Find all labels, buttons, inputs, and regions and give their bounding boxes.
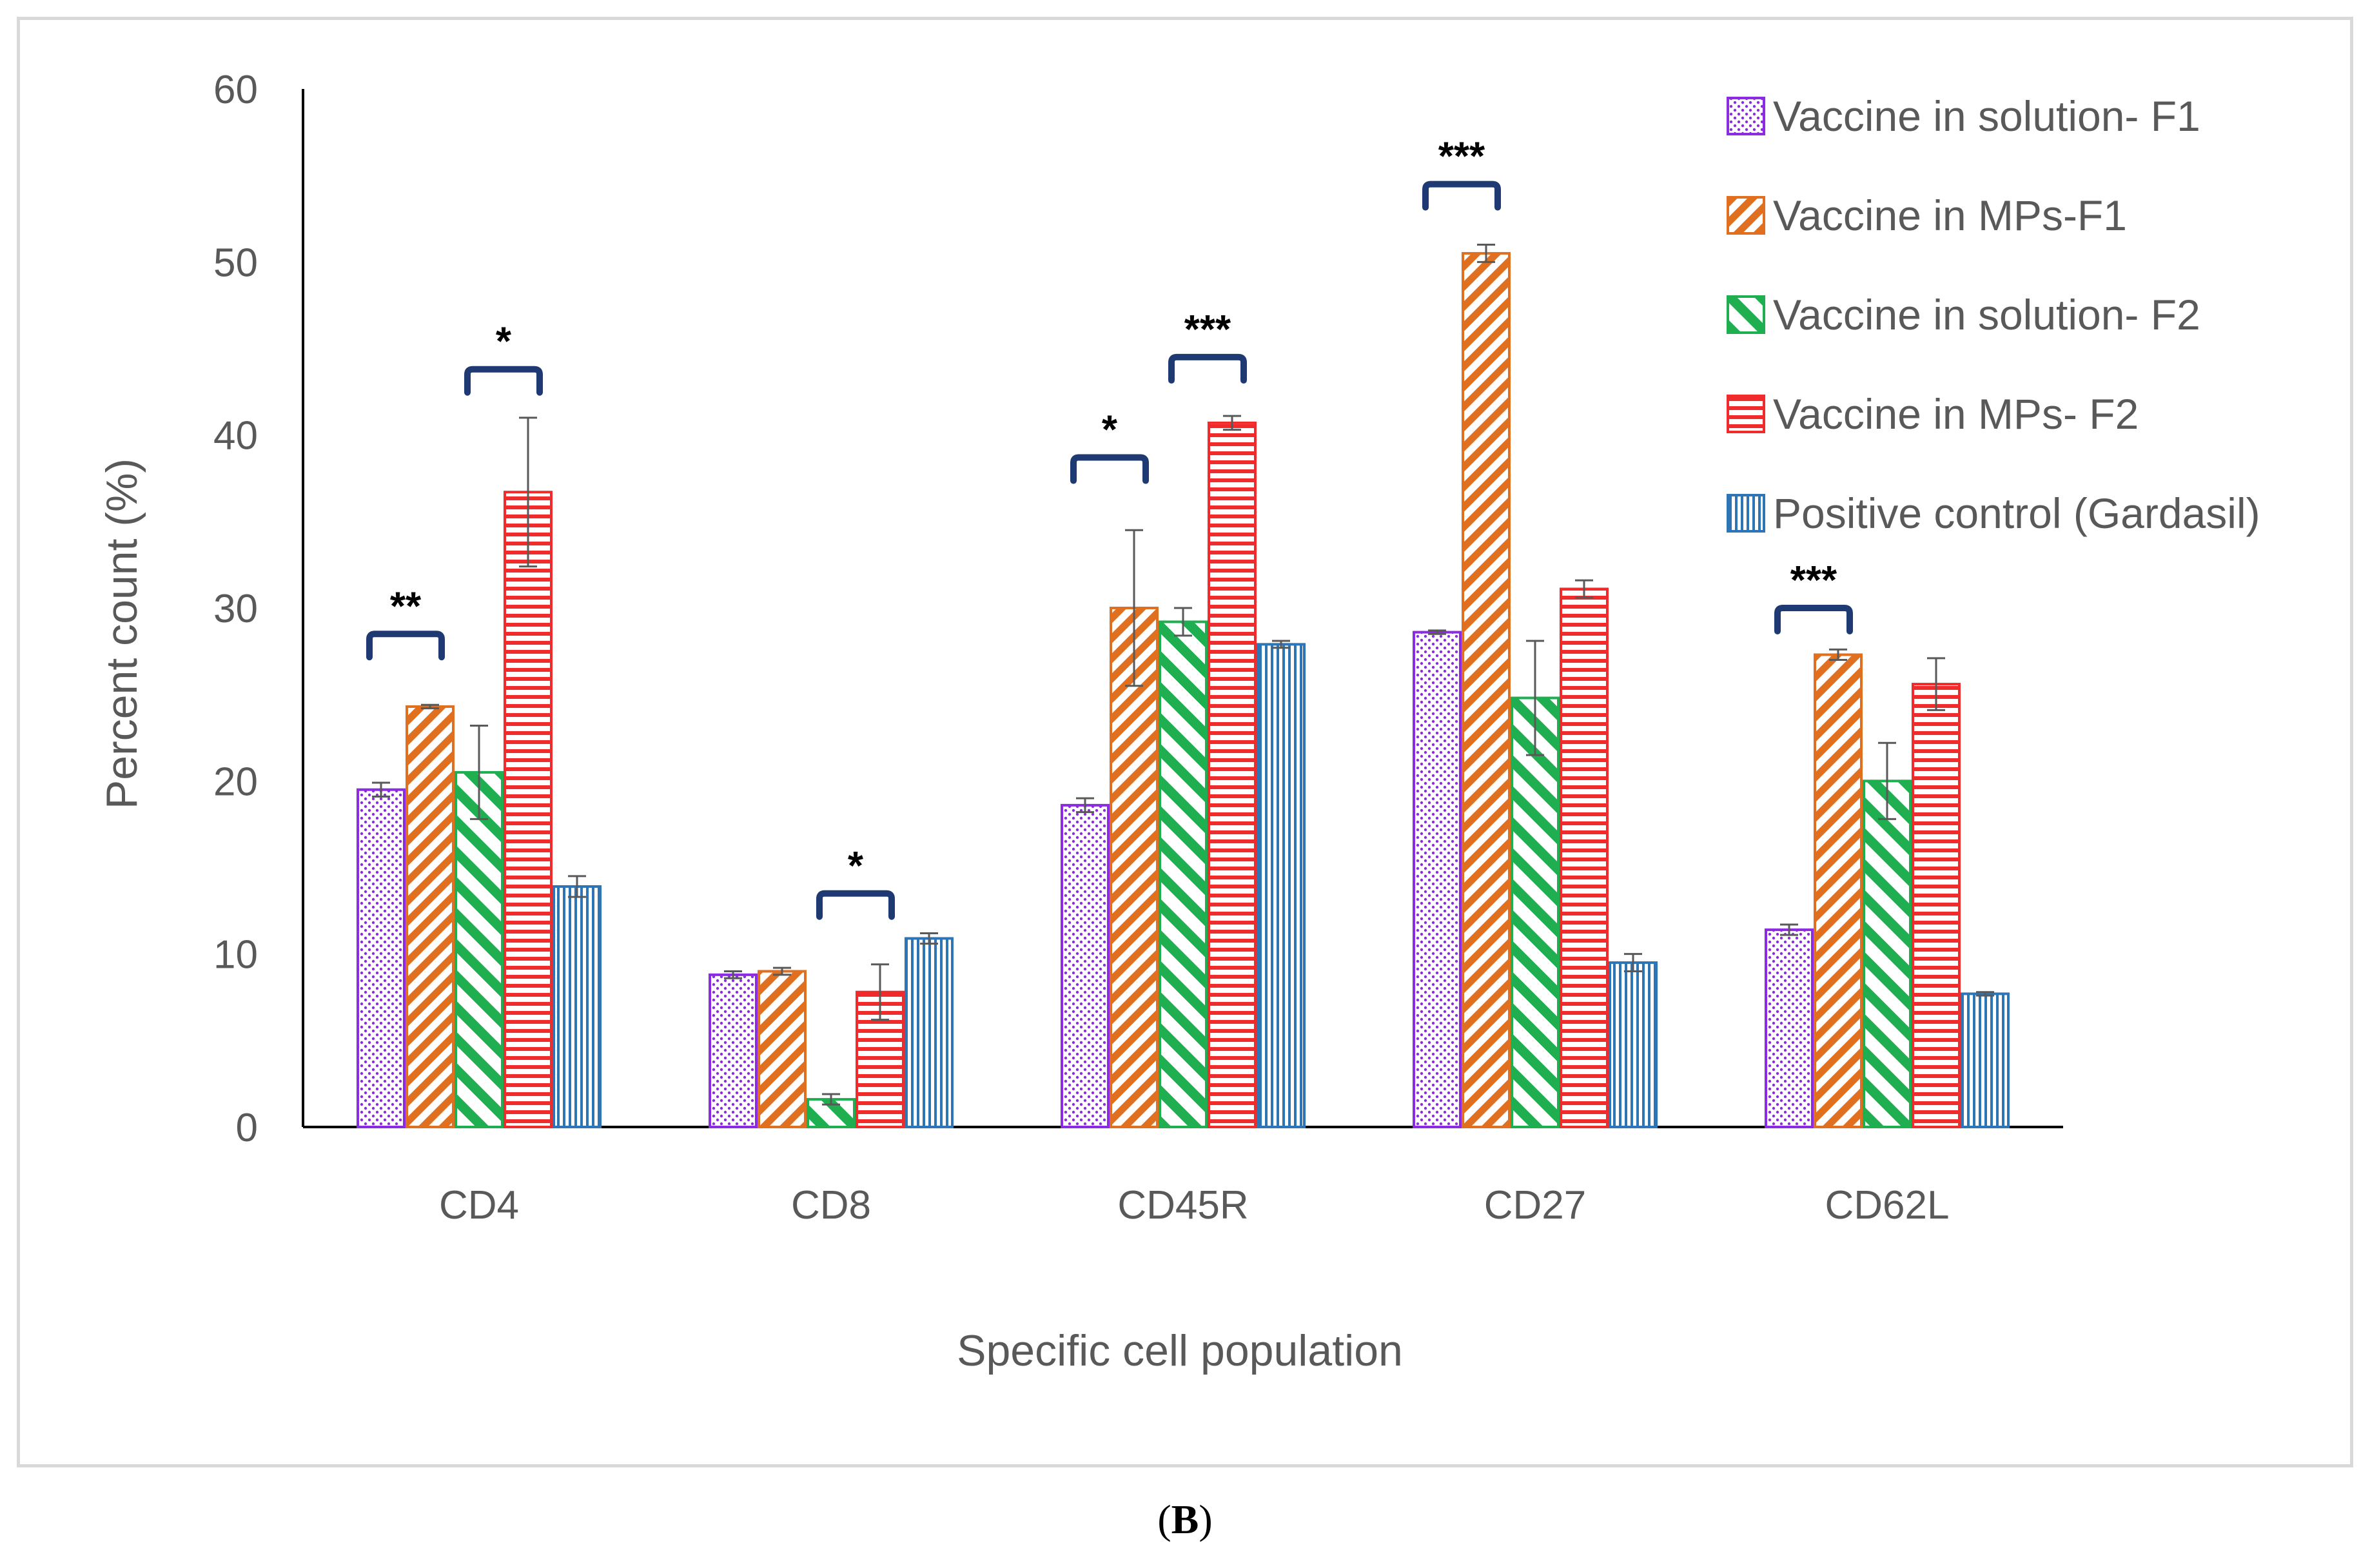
error-bar (1076, 797, 1094, 814)
bar (1061, 803, 1110, 1129)
bar (1511, 696, 1560, 1128)
y-tick-label: 0 (236, 1106, 258, 1150)
y-axis-title: Percent count (%) (97, 458, 146, 809)
bar (1961, 992, 2010, 1128)
y-tick-label: 40 (213, 414, 258, 458)
significance-bracket (366, 631, 445, 661)
bar (1609, 961, 1658, 1129)
bar (1257, 643, 1306, 1128)
error-bar (724, 970, 742, 979)
error-bar (1174, 607, 1192, 637)
panel-label: (B) (0, 1496, 2370, 1544)
significance-bracket (464, 366, 543, 396)
error-bar (920, 932, 938, 945)
legend-label: Vaccine in solution- F2 (1773, 291, 2200, 338)
y-tick-label: 10 (213, 933, 258, 977)
error-bar (1976, 991, 1994, 997)
error-bar (1526, 640, 1544, 756)
bar (1560, 587, 1609, 1128)
x-tick-label: CD27 (1484, 1183, 1587, 1228)
y-tick-label: 50 (213, 240, 258, 285)
bar (1863, 779, 1912, 1129)
legend-label: Positive control (Gardasil) (1773, 489, 2260, 537)
legend-item: Vaccine in solution- F1 (1727, 92, 2200, 140)
bar (455, 770, 504, 1128)
x-tick-label: CD45R (1117, 1183, 1248, 1228)
error-bar (568, 875, 586, 898)
bar (1765, 928, 1814, 1128)
error-bar (1575, 579, 1593, 599)
significance-bracket (1422, 181, 1501, 211)
legend-label: Vaccine in MPs- F2 (1773, 390, 2139, 438)
bar (406, 705, 455, 1128)
significance-label: ** (390, 584, 422, 629)
error-bar (519, 416, 537, 568)
error-bar (1878, 741, 1896, 820)
error-bar (470, 724, 488, 820)
error-bar (1428, 629, 1446, 635)
legend-item: Positive control (Gardasil) (1727, 489, 2260, 537)
bar (1462, 251, 1511, 1129)
error-bar (421, 703, 439, 710)
chart-frame (17, 17, 2353, 1467)
bar (1413, 631, 1462, 1128)
error-bar (1223, 415, 1241, 431)
error-bar (773, 966, 791, 976)
bar (709, 973, 758, 1129)
bar (504, 491, 553, 1128)
legend-label: Vaccine in solution- F1 (1773, 92, 2200, 140)
significance-label: *** (1790, 558, 1837, 603)
legend-item: Vaccine in MPs- F2 (1727, 390, 2139, 438)
error-bar (1125, 529, 1143, 687)
bar (553, 885, 602, 1129)
significance-bracket (1774, 605, 1853, 634)
significance-label: * (1102, 408, 1118, 453)
panel-label-close: ) (1199, 1496, 1213, 1542)
error-bar (871, 963, 889, 1021)
error-bar (1624, 953, 1642, 972)
error-bar (1477, 244, 1495, 263)
legend-swatch (1727, 295, 1765, 334)
x-tick-label: CD4 (439, 1183, 519, 1228)
bar (1159, 620, 1208, 1128)
error-bar (1272, 640, 1290, 649)
error-bar (1927, 657, 1945, 711)
panel-label-letter: B (1171, 1496, 1199, 1542)
y-tick-label: 20 (213, 760, 258, 804)
legend-label: Vaccine in MPs-F1 (1773, 191, 2127, 239)
significance-bracket (1168, 353, 1247, 384)
x-tick-label: CD8 (791, 1183, 871, 1228)
y-tick-label: 30 (213, 587, 258, 631)
significance-label: * (496, 320, 512, 364)
legend-item: Vaccine in MPs-F1 (1727, 191, 2127, 239)
panel-label-open: ( (1157, 1496, 1171, 1542)
legend-swatch (1727, 494, 1765, 533)
significance-label: *** (1184, 308, 1231, 352)
legend-swatch (1727, 97, 1765, 135)
legend-swatch (1727, 395, 1765, 433)
bar (905, 937, 954, 1129)
bar (357, 788, 406, 1128)
error-bar (1829, 648, 1847, 661)
bar (1814, 653, 1863, 1128)
error-bar (372, 781, 390, 798)
x-tick-label: CD62L (1825, 1183, 1950, 1228)
x-axis-title: Specific cell population (957, 1326, 1403, 1375)
significance-bracket (816, 890, 895, 920)
error-bar (1780, 923, 1798, 936)
bar (1912, 683, 1961, 1128)
significance-bracket (1070, 454, 1149, 484)
y-tick-label: 60 (213, 68, 258, 112)
significance-label: * (848, 844, 864, 888)
bar (1208, 421, 1257, 1129)
legend-item: Vaccine in solution- F2 (1727, 291, 2200, 338)
bar (758, 970, 807, 1128)
significance-label: *** (1438, 135, 1485, 179)
legend-swatch (1727, 196, 1765, 235)
error-bar (822, 1093, 840, 1106)
bar (1110, 607, 1159, 1128)
